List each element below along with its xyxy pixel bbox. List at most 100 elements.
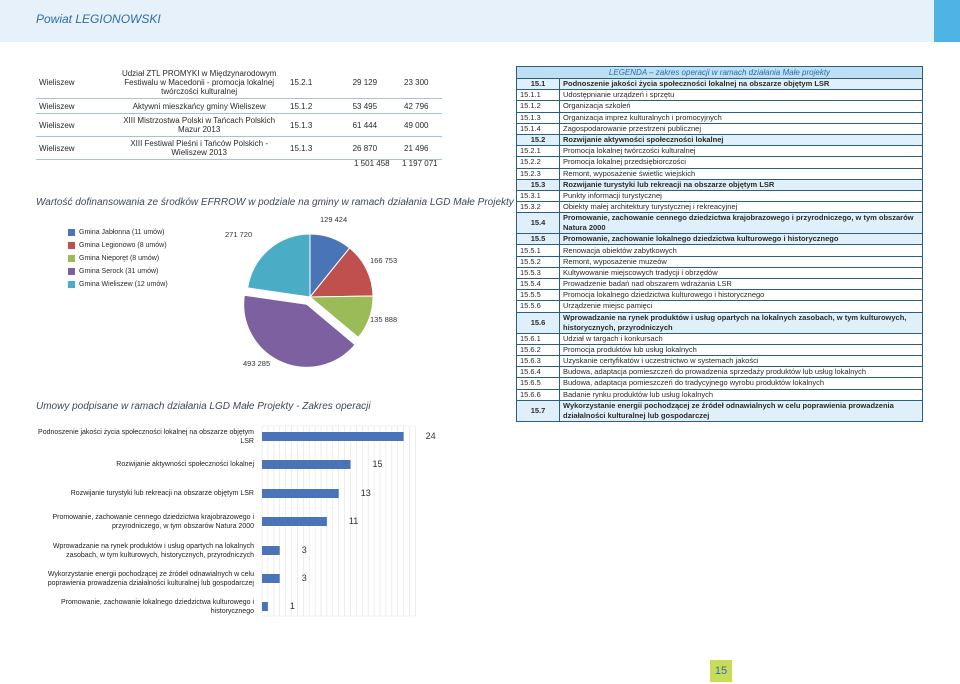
legend-text: Obiekty małej architektury turystycznej …	[559, 201, 923, 214]
total-v2: 1 197 071	[402, 159, 438, 168]
legend-code: 15.5.3	[516, 266, 560, 280]
legend-row: 15.6.1 Udział w targach i konkursach	[516, 332, 923, 345]
legend-code: 15.5.4	[516, 277, 560, 291]
legend-code: 15.5	[516, 233, 560, 246]
legend-row: 15.5.5 Promocja lokalnego dziedzictwa kul…	[516, 289, 923, 302]
bar-category-label: Promowanie, zachowanie lokalnego dziedzi…	[61, 598, 254, 615]
legend-code: 15.7	[516, 399, 560, 422]
legend-text: Zagospodarowanie przestrzeni publicznej	[559, 122, 923, 135]
pie-value-label: 135 888	[370, 315, 397, 324]
table-row: Wieliszew XIII Festiwal Pieśni i Tańców P…	[36, 136, 442, 160]
legend-text: Rozwijanie turystyki lub rekreacji na ob…	[559, 178, 923, 191]
legend-code: 15.5.5	[516, 289, 560, 302]
legend-code: 15.3.1	[516, 189, 560, 203]
legend-row: 15.5 Promowanie, zachowanie lokalnego dzi…	[516, 233, 923, 246]
bar-category-label: Rozwijanie aktywności społeczności lokal…	[116, 461, 254, 468]
legend-row: 15.1.1 Udostępnianie urządzeń i sprzętu	[516, 89, 923, 102]
bar-value-label: 3	[301, 545, 307, 555]
legend-heading: LEGENDA – zakres operacji w ramach dział…	[516, 66, 923, 79]
legend-row: 15.3 Rozwijanie turystyki lub rekreacji n…	[516, 178, 923, 191]
legend-text: Wprowadzanie na rynek produktów i usług …	[559, 311, 923, 334]
legend-row: 15.5.4 Prowadzenie badań nad obszarem wdr…	[516, 277, 923, 291]
legend-row: 15.3.2 Obiekty małej architektury turysty…	[516, 201, 923, 214]
legend-code: 15.1.2	[516, 100, 560, 113]
pie-legend-item: Gmina Wieliszew (12 umów)	[68, 280, 168, 293]
totals-row: 1 501 458 1 197 071	[342, 157, 442, 171]
legend-row: 15.6.3 Uzyskanie certyfikatów i uczestnic…	[516, 354, 923, 368]
pie-legend-item: Gmina Legionowo (8 umów)	[68, 241, 168, 254]
pie-chart: 129 424 166 753 135 888 493 285 271 720	[225, 215, 397, 368]
legend-code: 15.6.4	[516, 366, 560, 379]
legend-code: 15.6.5	[516, 377, 560, 390]
table-row: Wieliszew Udział ZTL PROMYKI w Międzynaro…	[36, 66, 442, 99]
legend-code: 15.2.1	[516, 145, 560, 158]
legend-row: 15.6.4 Budowa, adaptacja pomieszczeń do p…	[516, 366, 923, 379]
legend-row: 15.6.5 Budowa, adaptacja pomieszczeń do t…	[516, 377, 923, 390]
legend-swatch	[68, 241, 75, 249]
legend-code: 15.3	[516, 178, 560, 191]
legend-text: Remont, wyposażenie świetlic wiejskich	[559, 167, 923, 180]
legend-text: Budowa, adaptacja pomieszczeń do tradycy…	[559, 377, 923, 390]
bar-title: Umowy podpisane w ramach działania LGD M…	[36, 401, 371, 412]
pie-slice	[308, 295, 374, 339]
bar	[262, 602, 268, 611]
legend-code: 15.5.1	[516, 244, 560, 257]
bar	[262, 432, 404, 441]
legend-swatch	[68, 267, 75, 275]
legend-code: 15.6.3	[516, 354, 560, 368]
total-v1: 1 501 458	[354, 159, 390, 168]
legend-row: 15.4 Promowanie, zachowanie cennego dzied…	[516, 212, 923, 235]
pie-legend-label: Gmina Nieporęt (8 umów)	[79, 255, 160, 262]
legend-text: Prowadzenie badań nad obszarem wdrażania…	[559, 277, 923, 291]
legend-text: Organizacja szkoleń	[559, 100, 923, 113]
legend-text: Organizacja imprez kulturalnych i promoc…	[559, 111, 923, 124]
pie-value-label: 271 720	[225, 230, 252, 239]
legend-text: Badanie rynku produktów lub usług lokaln…	[559, 388, 923, 401]
pie-slice	[247, 233, 311, 298]
legend-text: Promowanie, zachowanie lokalnego dziedzi…	[559, 233, 923, 246]
legend-text: Uzyskanie certyfikatów i uczestnictwo w …	[559, 354, 923, 368]
legend-row: 15.1.2 Organizacja szkoleń	[516, 100, 923, 113]
value2-cell: 49 000	[390, 113, 442, 137]
pie-legend-label: Gmina Serock (31 umów)	[79, 268, 159, 275]
pie-title: Wartość dofinansowania ze środków EFRROW…	[36, 197, 514, 208]
bar-value-label: 3	[301, 573, 307, 583]
pie-legend-label: Gmina Legionowo (8 umów)	[79, 242, 167, 249]
page-number: 15	[710, 660, 732, 682]
title-cell: XIII Festiwal Pieśni i Tańców Polskich -…	[111, 136, 288, 160]
legend-code: 15.1.3	[516, 111, 560, 124]
code-cell: 15.2.1	[290, 77, 313, 87]
bar-value-label: 24	[425, 431, 436, 441]
legend-text: Punkty informacji turystycznej	[559, 189, 923, 203]
bar	[262, 460, 351, 469]
legend-row: 15.7 Wykorzystanie energii pochodzącej ze…	[516, 399, 923, 422]
value1-cell: 53 495	[339, 98, 391, 114]
pie-value-label: 493 285	[243, 359, 270, 368]
legend-text: Promocja produktów lub usług lokalnych	[559, 343, 923, 356]
bar-value-label: 15	[372, 459, 383, 469]
pie-legend: Gmina Jabłonna (11 umów) Gmina Legionowo …	[68, 228, 168, 293]
bar-value-label: 1	[289, 601, 295, 611]
pie-legend-label: Gmina Jabłonna (11 umów)	[79, 229, 165, 236]
table-row: Wieliszew XIII Mistrzostwa Polski w Tańca…	[36, 113, 442, 137]
legend-code: 15.1.1	[516, 89, 560, 102]
value2-cell: 23 300	[404, 77, 429, 87]
title-cell: Udział ZTL PROMYKI w Międzynarodowym Fes…	[121, 68, 277, 96]
gmina-cell: Wieliszew	[36, 98, 112, 114]
legend-row: 15.2 Rozwijanie aktywności społeczności l…	[516, 133, 923, 147]
value2-cell: 21 496	[390, 136, 442, 160]
bar	[262, 489, 339, 498]
legend-text: Urządzenie miejsc pamięci	[559, 300, 923, 313]
gmina-cell: Wieliszew	[39, 77, 75, 87]
header-accent-tab	[934, 0, 960, 42]
legend-row: 15.3.1 Punkty informacji turystycznej	[516, 189, 923, 203]
pie-legend-item: Gmina Nieporęt (8 umów)	[68, 254, 168, 267]
bar-category-label: Wykorzystanie energii pochodzącej ze źró…	[47, 570, 254, 587]
legend-code: 15.4	[516, 212, 560, 235]
pie-slice	[243, 294, 356, 368]
legend-row: 15.2.2 Promocja lokalnej przedsiębiorczoś…	[516, 156, 923, 169]
legend-code: 15.1.4	[516, 122, 560, 135]
legend-text: Kultywowanie miejscowych tradycji i obrz…	[559, 266, 923, 280]
page-header: Powiat LEGIONOWSKI	[0, 0, 960, 42]
title-cell: XIII Mistrzostwa Polski w Tańcach Polski…	[111, 113, 288, 137]
